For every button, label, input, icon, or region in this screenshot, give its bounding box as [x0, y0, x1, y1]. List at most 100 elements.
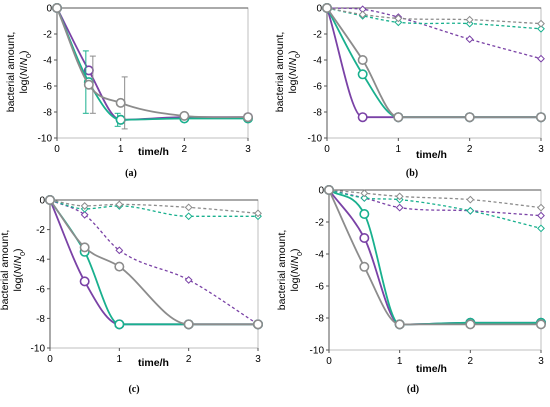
y-axis-label-line2: log(N/N0) — [287, 50, 302, 93]
series-line — [50, 200, 258, 324]
x-tick-label: 2 — [186, 354, 192, 365]
data-point — [358, 56, 366, 64]
series-line — [329, 190, 541, 324]
data-point — [180, 112, 188, 120]
y-axis-label-part: ) — [12, 248, 24, 252]
y-tick-label: -8 — [43, 108, 52, 119]
data-point — [360, 234, 368, 242]
y-axis-label-line1: bacterial amount, — [5, 32, 17, 113]
y-tick-label: -6 — [315, 282, 324, 293]
y-axis-label-part: log( — [287, 76, 299, 94]
y-tick-label: -10 — [308, 134, 323, 145]
x-tick-label: 0 — [324, 144, 330, 155]
x-axis-label: time/h — [416, 149, 447, 161]
x-tick-label: 3 — [255, 354, 261, 365]
data-point — [323, 4, 331, 12]
chart-panel: 0-2-4-6-8-100 1 2 3time/hbacterial amount, l… — [5, 4, 252, 180]
x-tick-label: 1 — [118, 144, 124, 155]
data-point — [395, 320, 403, 328]
data-point — [360, 263, 368, 271]
y-axis-label: bacterial amount, log(N/N0) — [5, 32, 33, 113]
data-point — [115, 320, 123, 328]
y-axis-label: bacterial amount, log(N/N0) — [276, 230, 304, 311]
x-tick-label: 2 — [467, 144, 473, 155]
y-axis-label-line2: log(N/N0) — [18, 50, 33, 93]
data-point — [244, 113, 252, 121]
y-tick-label: -4 — [43, 56, 52, 67]
y-axis-label: bacterial amount, log(N/N0) — [274, 32, 302, 113]
x-tick-label: 1 — [396, 144, 402, 155]
data-point — [80, 277, 88, 285]
y-axis-label-line2: log(N/N0) — [12, 248, 27, 291]
series-line — [50, 200, 258, 324]
x-tick-label: 1 — [117, 354, 123, 365]
y-tick-label: -6 — [36, 284, 45, 295]
y-tick-label: -6 — [313, 82, 322, 93]
y-tick-label: 0 — [316, 4, 322, 15]
y-tick-label: -8 — [36, 314, 45, 325]
y-tick-label: -6 — [43, 82, 52, 93]
data-point — [537, 113, 545, 121]
y-tick-label: -4 — [313, 56, 322, 67]
chart-panel: 0-2-4-6-8-100 1 2 3time/hbacterial amount, l… — [0, 196, 262, 396]
data-point — [358, 113, 366, 121]
data-point — [465, 113, 473, 121]
series-line — [329, 190, 541, 324]
data-point — [115, 262, 123, 270]
data-point — [358, 70, 366, 78]
panel-label: (c) — [128, 384, 139, 395]
data-point — [466, 36, 472, 42]
y-axis-label-part: log( — [289, 274, 301, 292]
series-line — [329, 190, 541, 324]
y-axis-label-line1: bacterial amount, — [0, 230, 11, 311]
data-point — [467, 208, 473, 214]
x-tick-label: 3 — [245, 144, 251, 155]
x-tick-label: 0 — [54, 144, 60, 155]
y-axis-label-part: ) — [289, 248, 301, 252]
data-point — [538, 212, 544, 218]
data-point — [394, 113, 402, 121]
y-tick-label: -2 — [43, 30, 52, 41]
y-tick-label: -10 — [31, 344, 46, 355]
y-tick-label: 0 — [318, 186, 324, 197]
panel-label: (a) — [125, 168, 137, 179]
x-tick-label: 1 — [397, 356, 403, 367]
data-point — [254, 320, 262, 328]
x-axis-label: time/h — [416, 363, 447, 375]
series-line — [329, 190, 541, 208]
data-point — [53, 4, 61, 12]
x-tick-label: 3 — [538, 356, 544, 367]
y-axis-label-line1: bacterial amount, — [276, 230, 288, 311]
y-axis-label-line1: bacterial amount, — [274, 32, 286, 113]
data-point — [467, 196, 473, 202]
y-tick-label: -8 — [315, 314, 324, 325]
y-tick-label: -4 — [36, 255, 45, 266]
data-point — [538, 56, 544, 62]
x-tick-label: 0 — [47, 354, 53, 365]
y-tick-label: -4 — [315, 250, 324, 261]
data-point — [396, 204, 402, 210]
x-tick-label: 2 — [182, 144, 188, 155]
y-tick-label: 0 — [46, 4, 52, 15]
y-axis-label-part: log( — [18, 76, 30, 94]
data-point — [538, 225, 544, 231]
panel-label: (d) — [407, 384, 419, 395]
data-point — [184, 320, 192, 328]
data-point — [360, 210, 368, 218]
y-axis-label-part: ) — [18, 50, 30, 54]
y-axis-label-part: log( — [12, 274, 24, 292]
series-line — [50, 200, 258, 216]
data-point — [185, 277, 191, 283]
x-axis-label: time/h — [138, 357, 169, 369]
y-axis-label-part: ) — [287, 50, 299, 54]
data-point — [538, 20, 544, 26]
x-axis-label: time/h — [138, 146, 169, 158]
x-tick-label: 2 — [468, 356, 474, 367]
y-tick-label: -2 — [313, 30, 322, 41]
data-point — [85, 81, 93, 89]
series-line — [50, 200, 258, 324]
data-point — [116, 116, 124, 124]
series-line — [50, 200, 258, 324]
